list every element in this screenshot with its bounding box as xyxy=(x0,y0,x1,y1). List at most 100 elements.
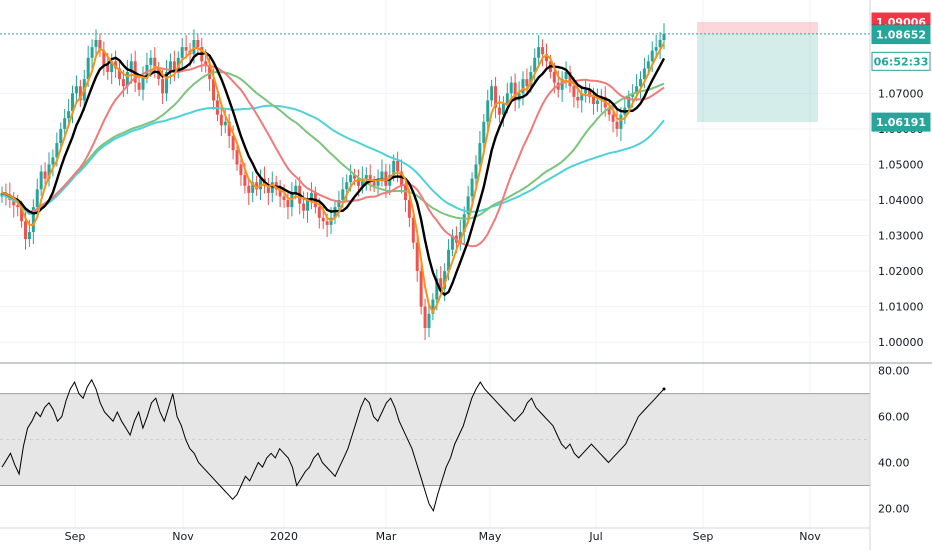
candle-body xyxy=(576,96,580,101)
candle-body xyxy=(208,64,212,80)
candle-body xyxy=(356,178,360,186)
candle-body xyxy=(392,160,396,176)
candle-body xyxy=(12,200,16,206)
candle-body xyxy=(525,79,529,87)
candle-body xyxy=(35,189,39,208)
candle-body xyxy=(443,271,447,289)
candle-body xyxy=(529,72,533,87)
moving-average-layer xyxy=(1,42,666,315)
candle-body xyxy=(462,214,466,232)
candle-body xyxy=(196,40,200,48)
candle-body xyxy=(114,61,118,69)
candle-body xyxy=(16,205,20,208)
candle-body xyxy=(337,200,341,208)
time-tick-label: Sep xyxy=(65,530,86,543)
candle-body xyxy=(212,79,216,101)
candle-body xyxy=(78,86,82,101)
candle-body xyxy=(490,86,494,101)
candle-body xyxy=(638,79,642,87)
candle-body xyxy=(631,93,635,97)
price-tag: 1.06191 xyxy=(871,112,931,132)
candle-body xyxy=(282,196,286,200)
candle-body xyxy=(360,178,364,186)
candle-body xyxy=(63,118,67,129)
candle-body xyxy=(607,107,611,115)
candle-body xyxy=(447,249,451,272)
candle-body xyxy=(427,313,431,328)
candle-body xyxy=(376,178,380,186)
candle-body xyxy=(642,68,646,80)
candle-body xyxy=(67,111,71,119)
candle-body xyxy=(572,86,576,97)
candle-body xyxy=(591,96,595,104)
candle-body xyxy=(294,185,298,193)
candle-body xyxy=(266,185,270,193)
price-tick-label: 1.03000 xyxy=(878,230,924,243)
candle-body xyxy=(317,207,321,218)
candle-body xyxy=(47,164,51,179)
candle-body xyxy=(349,175,353,183)
candle-body xyxy=(141,75,145,90)
time-tick-label: 2020 xyxy=(270,530,298,543)
candle-body xyxy=(219,114,223,126)
candle-body xyxy=(286,200,290,208)
candle-body xyxy=(184,47,188,51)
candle-body xyxy=(458,232,462,243)
candle-body xyxy=(90,47,94,58)
candle-body xyxy=(482,121,486,144)
candle-body xyxy=(388,175,392,186)
candle-body xyxy=(235,150,239,165)
candle-body xyxy=(407,200,411,218)
ma-slower-line xyxy=(1,71,665,220)
candle-body xyxy=(24,221,28,240)
candle-body xyxy=(137,82,141,90)
price-tick-label: 1.01000 xyxy=(878,301,924,314)
candle-body xyxy=(403,185,407,200)
ma-slow-line xyxy=(1,64,665,248)
rsi-tick-label: 80.00 xyxy=(878,365,910,378)
candle-body xyxy=(384,171,388,186)
candle-body xyxy=(415,242,419,272)
candle-body xyxy=(118,68,122,80)
candle-body xyxy=(341,189,345,200)
time-tick-label: Nov xyxy=(799,530,821,543)
candle-body xyxy=(521,79,525,94)
candle-body xyxy=(494,86,498,108)
candle-body xyxy=(20,207,24,222)
candle-body xyxy=(431,299,435,314)
rsi-layer xyxy=(1,378,666,513)
candle-body xyxy=(537,47,541,58)
candle-body xyxy=(172,61,176,72)
candle-body xyxy=(400,171,404,186)
rsi-last-point xyxy=(662,387,666,391)
time-tick-label: Nov xyxy=(172,530,194,543)
candle-body xyxy=(227,121,231,136)
candle-body xyxy=(615,121,619,129)
candle-body xyxy=(165,72,169,94)
candle-body xyxy=(372,182,376,186)
candle-body xyxy=(31,207,35,232)
candle-body xyxy=(627,96,631,108)
candle-body xyxy=(129,61,133,72)
candle-body xyxy=(71,93,75,112)
candle-body xyxy=(306,200,310,211)
candle-body xyxy=(435,278,439,300)
candle-body xyxy=(0,192,4,197)
candle-body xyxy=(231,136,235,151)
candle-body xyxy=(43,171,47,179)
price-tick-label: 1.00000 xyxy=(878,336,924,349)
candle-body xyxy=(110,61,114,72)
time-tick-label: May xyxy=(479,530,502,543)
take-profit-zone xyxy=(697,33,818,123)
candle-body xyxy=(204,61,208,65)
candle-body xyxy=(654,47,658,51)
candle-body xyxy=(439,278,443,289)
candle-body xyxy=(646,61,650,69)
candle-body xyxy=(564,72,568,80)
ma-fast-line xyxy=(1,42,665,315)
candle-body xyxy=(396,160,400,172)
